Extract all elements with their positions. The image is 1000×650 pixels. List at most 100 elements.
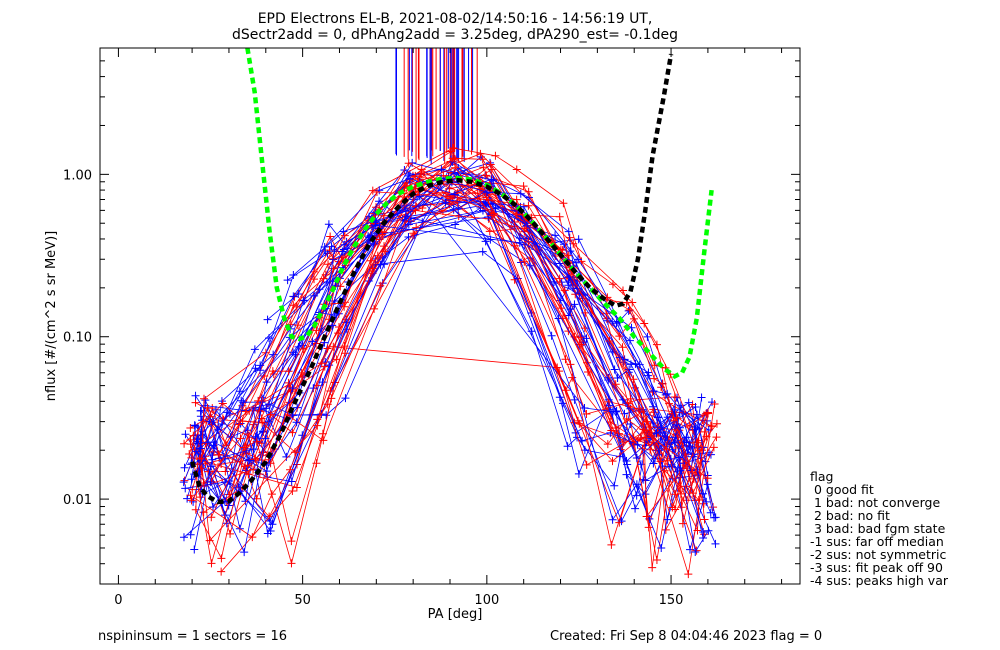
data-point-marker xyxy=(292,483,301,492)
data-point-marker xyxy=(610,481,619,490)
data-trace-line xyxy=(200,210,718,542)
data-point-marker xyxy=(572,258,581,267)
data-point-marker xyxy=(265,400,274,409)
data-point-marker xyxy=(564,327,573,336)
chart-title: EPD Electrons EL-B, 2021-08-02/14:50:16 … xyxy=(258,11,653,27)
data-point-marker xyxy=(482,188,491,197)
data-point-marker xyxy=(265,417,274,426)
data-point-marker xyxy=(237,396,246,405)
data-point-marker xyxy=(603,440,612,449)
x-axis-label: PA [deg] xyxy=(428,607,483,622)
data-point-marker xyxy=(404,220,413,229)
data-point-marker xyxy=(371,221,380,230)
data-point-marker xyxy=(181,484,190,493)
data-point-marker xyxy=(570,395,579,404)
data-point-marker xyxy=(478,155,487,164)
data-point-marker xyxy=(672,421,681,430)
data-trace-line xyxy=(184,203,681,517)
data-point-marker xyxy=(641,490,650,499)
data-point-marker xyxy=(642,512,651,521)
data-point-marker xyxy=(338,247,347,256)
data-point-marker xyxy=(263,315,272,324)
data-point-marker xyxy=(566,247,575,256)
data-point-marker xyxy=(312,459,321,468)
data-point-marker xyxy=(234,420,243,429)
data-point-marker xyxy=(648,563,657,572)
data-point-marker xyxy=(688,489,697,498)
fit-curve-black xyxy=(189,53,674,505)
data-point-marker xyxy=(186,491,195,500)
data-point-marker xyxy=(668,503,677,512)
data-trace-line xyxy=(267,178,704,533)
data-point-marker xyxy=(325,361,334,370)
data-point-marker xyxy=(564,227,573,236)
data-point-marker xyxy=(326,387,335,396)
data-point-marker xyxy=(451,220,460,229)
data-trace-line xyxy=(200,177,696,449)
data-point-marker xyxy=(241,442,250,451)
data-point-marker xyxy=(556,296,565,305)
data-point-marker xyxy=(288,348,297,357)
data-point-marker xyxy=(207,513,216,522)
data-point-marker xyxy=(629,375,638,384)
data-point-marker xyxy=(632,454,641,463)
data-point-marker xyxy=(218,399,227,408)
data-point-marker xyxy=(640,319,649,328)
data-point-marker xyxy=(236,434,245,443)
data-point-marker xyxy=(632,480,641,489)
data-point-marker xyxy=(322,411,331,420)
data-point-marker xyxy=(288,487,297,496)
data-point-marker xyxy=(319,274,328,283)
data-point-marker xyxy=(221,467,230,476)
data-point-marker xyxy=(185,449,194,458)
data-point-marker xyxy=(268,367,277,376)
data-point-marker xyxy=(324,220,333,229)
data-point-marker xyxy=(487,211,496,220)
data-point-marker xyxy=(186,530,195,539)
data-point-marker xyxy=(685,421,694,430)
data-point-marker xyxy=(702,432,711,441)
data-point-marker xyxy=(527,327,536,336)
data-point-marker xyxy=(607,426,616,435)
data-point-marker xyxy=(559,199,568,208)
data-point-marker xyxy=(479,163,488,172)
data-point-marker xyxy=(317,359,326,368)
data-point-marker xyxy=(193,439,202,448)
data-point-marker xyxy=(197,454,206,463)
data-point-marker xyxy=(607,540,616,549)
data-point-marker xyxy=(484,213,493,222)
x-tick-label: 100 xyxy=(474,593,499,608)
flag-legend: flag 0 good fit 1 bad: not converge 2 ba… xyxy=(810,469,949,588)
data-point-marker xyxy=(626,394,635,403)
data-point-marker xyxy=(686,545,695,554)
data-point-marker xyxy=(263,529,272,538)
data-point-marker xyxy=(578,436,587,445)
data-point-marker xyxy=(676,401,685,410)
data-point-marker xyxy=(620,409,629,418)
data-point-marker xyxy=(180,439,189,448)
data-point-marker xyxy=(181,430,190,439)
data-trace-line xyxy=(199,181,712,513)
data-point-marker xyxy=(608,407,617,416)
data-trace-line xyxy=(209,195,704,554)
data-point-marker xyxy=(520,257,529,266)
data-point-marker xyxy=(341,349,350,358)
data-point-marker xyxy=(649,386,658,395)
data-point-marker xyxy=(341,394,350,403)
data-point-marker xyxy=(196,444,205,453)
data-point-marker xyxy=(629,314,638,323)
data-point-marker xyxy=(649,459,658,468)
footer-right: Created: Fri Sep 8 04:04:46 2023 flag = … xyxy=(550,629,822,644)
data-point-marker xyxy=(608,457,617,466)
data-trace-line xyxy=(183,210,704,526)
data-point-marker xyxy=(555,274,564,283)
data-point-marker xyxy=(330,245,339,254)
data-point-marker xyxy=(292,302,301,311)
data-point-marker xyxy=(372,187,381,196)
data-point-marker xyxy=(212,405,221,414)
data-point-marker xyxy=(623,460,632,469)
data-point-marker xyxy=(187,475,196,484)
data-point-marker xyxy=(251,364,260,373)
flag-legend-item: -2 sus: not symmetric xyxy=(810,547,946,562)
